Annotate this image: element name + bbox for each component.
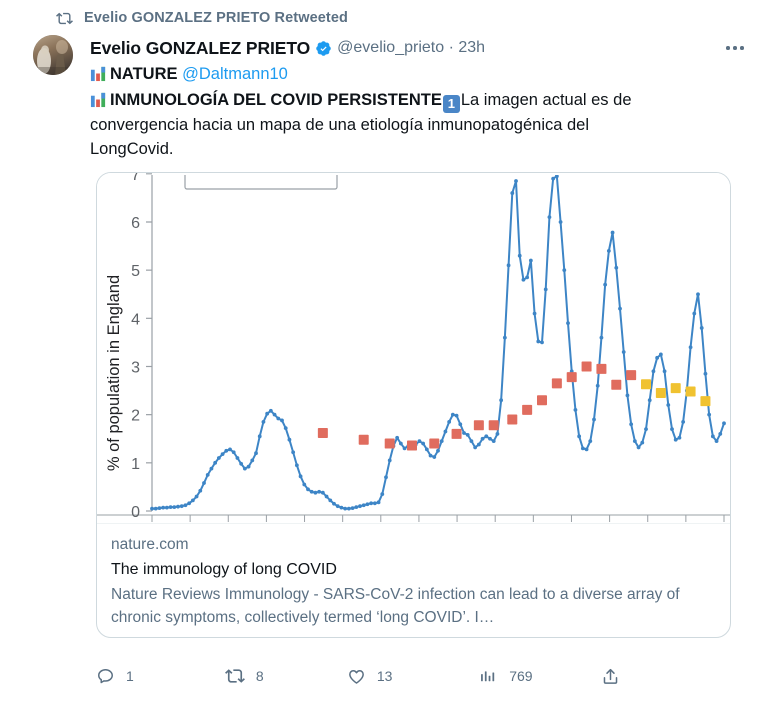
line-chart: 0 1 2 3 4 5 6 7 % of population in England: [97, 173, 730, 522]
link-preview-card[interactable]: 0 1 2 3 4 5 6 7 % of population in England natur…: [96, 172, 731, 638]
link-preview-text: nature.com The immunology of long COVID …: [97, 523, 730, 637]
action-bar: 1 8 13: [96, 655, 636, 697]
svg-text:5: 5: [131, 263, 140, 280]
chart-figure: 0 1 2 3 4 5 6 7 % of population in England: [97, 173, 730, 523]
keycap-one-emoji: 1: [442, 95, 460, 113]
reply-icon: [96, 667, 115, 686]
svg-text:7: 7: [131, 173, 140, 184]
retweet-count: 8: [255, 668, 264, 684]
card-domain: nature.com: [111, 536, 189, 553]
avatar[interactable]: [33, 35, 73, 75]
share-icon: [601, 667, 620, 686]
display-name[interactable]: Evelio GONZALEZ PRIETO: [90, 37, 311, 58]
retweet-button[interactable]: 8: [224, 666, 347, 686]
svg-text:0: 0: [131, 504, 140, 521]
reply-count: 1: [126, 668, 134, 684]
bar-chart-emoji: [90, 91, 107, 108]
retweet-icon: [56, 10, 73, 27]
svg-text:3: 3: [131, 359, 140, 376]
analytics-icon: [479, 667, 498, 686]
verified-icon: [315, 40, 332, 57]
retweet-icon: [224, 666, 245, 686]
views-count: 769: [509, 668, 533, 684]
tweet-text-line-4: LongCovid.: [90, 140, 174, 158]
svg-text:6: 6: [131, 215, 140, 232]
mention-daltmann[interactable]: @Daltmann10: [182, 65, 288, 83]
tweet-text: NATURE @Daltmann10 INMUNOLOGÍA DEL COVID…: [90, 62, 715, 161]
retweet-banner-text: Evelio GONZALEZ PRIETO Retweeted: [84, 10, 348, 26]
card-title: The immunology of long COVID: [111, 561, 337, 578]
share-button[interactable]: [601, 667, 636, 686]
author-header: Evelio GONZALEZ PRIETO @evelio_prieto · …: [90, 36, 485, 60]
more-options-icon[interactable]: [720, 38, 750, 58]
tweet-label-nature: NATURE: [110, 65, 178, 83]
bar-chart-emoji: [90, 65, 107, 82]
tweet-heading: INMUNOLOGÍA DEL COVID PERSISTENTE: [110, 91, 442, 109]
tweet-text-line-3: convergencia hacia un mapa de una etiolo…: [90, 116, 590, 134]
reply-button[interactable]: 1: [96, 667, 225, 686]
svg-text:1: 1: [131, 456, 140, 473]
heart-icon: [347, 667, 366, 686]
card-description: Nature Reviews Immunology - SARS-CoV-2 i…: [111, 586, 680, 626]
retweet-banner: Evelio GONZALEZ PRIETO Retweeted: [56, 8, 348, 28]
tweet-text-line-1: NATURE @Daltmann10: [90, 62, 715, 86]
svg-text:4: 4: [131, 311, 140, 328]
handle-and-timestamp[interactable]: @evelio_prieto · 23h: [337, 39, 486, 56]
tweet-text-line-2: INMUNOLOGÍA DEL COVID PERSISTENTE 1 La ima…: [90, 88, 715, 113]
views-button[interactable]: 769: [479, 667, 601, 686]
svg-text:2: 2: [131, 408, 140, 425]
like-count: 13: [376, 668, 393, 684]
like-button[interactable]: 13: [347, 667, 479, 686]
tweet-text-tail: La imagen actual es de: [460, 91, 632, 109]
svg-text:% of population in England: % of population in England: [105, 275, 123, 471]
